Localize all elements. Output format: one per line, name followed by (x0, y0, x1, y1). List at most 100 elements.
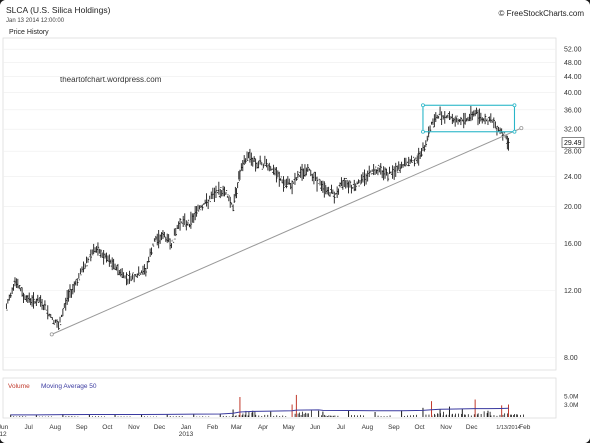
volume-bar (337, 415, 339, 417)
volume-bar (77, 416, 79, 417)
volume-bar (120, 416, 122, 417)
volume-bar (65, 416, 67, 417)
volume-bar (252, 410, 254, 417)
volume-bar (300, 414, 302, 417)
volume-bar (389, 415, 391, 417)
ma50-line (10, 407, 509, 416)
volume-bar (514, 414, 515, 417)
volume-bar (351, 415, 352, 417)
volume-bar (126, 416, 128, 417)
price-panel-border (2, 37, 557, 371)
volume-bar (242, 413, 244, 417)
volume-bar (517, 414, 518, 417)
volume-bar (451, 414, 453, 417)
volume-bar (443, 411, 444, 417)
volume-bar (386, 416, 388, 417)
price-tick-label: 36.00 (564, 107, 582, 114)
volume-bar (35, 414, 37, 417)
volume-bar (117, 416, 119, 417)
volume-bar (282, 415, 284, 417)
volume-bar (483, 411, 485, 417)
volume-bar (454, 415, 456, 417)
volume-bar (202, 416, 204, 417)
volume-bar (461, 408, 463, 417)
volume-bar (103, 416, 105, 417)
volume-bar (401, 410, 403, 417)
volume-bar (325, 415, 327, 417)
volume-bar (467, 414, 469, 417)
last-price-box (561, 137, 585, 148)
volume-bar (258, 415, 260, 417)
box-handle (421, 129, 425, 134)
volume-bar (238, 414, 240, 417)
volume-bar (245, 410, 247, 417)
volume-bar (324, 414, 326, 417)
volume-legend-label: Volume (8, 383, 30, 390)
trendline (51, 127, 522, 335)
volume-bar (333, 415, 335, 417)
volume-bar (458, 413, 459, 417)
x-tick-label: May (283, 424, 296, 431)
volume-bar (47, 416, 49, 417)
volume-bar (321, 415, 323, 417)
volume-bar (306, 413, 308, 417)
volume-bar (244, 414, 246, 417)
price-grid (3, 48, 556, 358)
volume-bar (295, 394, 297, 417)
volume-bar (114, 414, 116, 417)
volume-bar (13, 416, 15, 417)
volume-bar (496, 415, 498, 417)
x-tick-label: Sep (388, 424, 400, 431)
volume-bar (422, 407, 424, 417)
volume-bar (523, 414, 524, 417)
price-tick-label: 52.00 (564, 47, 582, 54)
volume-panel-border (2, 377, 557, 419)
volume-bar (181, 416, 183, 417)
volume-bar (270, 411, 272, 417)
volume-bar (473, 414, 475, 417)
volume-bar (298, 412, 300, 417)
volume-bar (502, 414, 504, 417)
volume-tick-label: 3.0M (564, 402, 578, 409)
volume-bar (486, 413, 488, 417)
volume-bar (327, 416, 329, 417)
volume-bar (50, 416, 52, 417)
volume-bar (377, 415, 379, 417)
x-tick-label: Mar (231, 424, 243, 431)
volume-bar (91, 416, 93, 417)
x-tick-label: Dec (466, 424, 478, 431)
price-tick-label: 24.00 (564, 174, 582, 181)
price-tick-label: 48.00 (564, 60, 582, 67)
volume-bar (225, 415, 227, 417)
volume-bar (348, 410, 350, 417)
volume-bar (285, 416, 287, 417)
volume-bar (25, 416, 27, 417)
volume-bar (464, 414, 466, 417)
x-tick-label: Dec (154, 424, 166, 431)
volume-bar (248, 411, 250, 417)
volume-bar (507, 404, 509, 417)
volume-bar (261, 415, 263, 417)
volume-bar (504, 413, 506, 417)
volume-bar (129, 416, 131, 417)
volume-bar (208, 416, 210, 417)
volume-bar (487, 410, 489, 417)
volume-bar (97, 416, 99, 417)
volume-bar (416, 414, 417, 417)
volume-bar (452, 413, 453, 417)
volume-bar (446, 414, 447, 417)
volume-bar (476, 414, 478, 417)
volume-bar (297, 413, 299, 417)
volume-bar (516, 414, 518, 417)
x-tick-label: Jul (25, 424, 34, 431)
volume-bar (448, 406, 450, 417)
volume-bar (166, 414, 168, 417)
x-tick-label: Nov (128, 424, 140, 431)
x-tick-label: Oct (414, 424, 424, 431)
volume-bar (334, 415, 336, 417)
volume-bar (19, 416, 21, 417)
box-handle (421, 103, 425, 108)
volume-bar (144, 416, 145, 417)
